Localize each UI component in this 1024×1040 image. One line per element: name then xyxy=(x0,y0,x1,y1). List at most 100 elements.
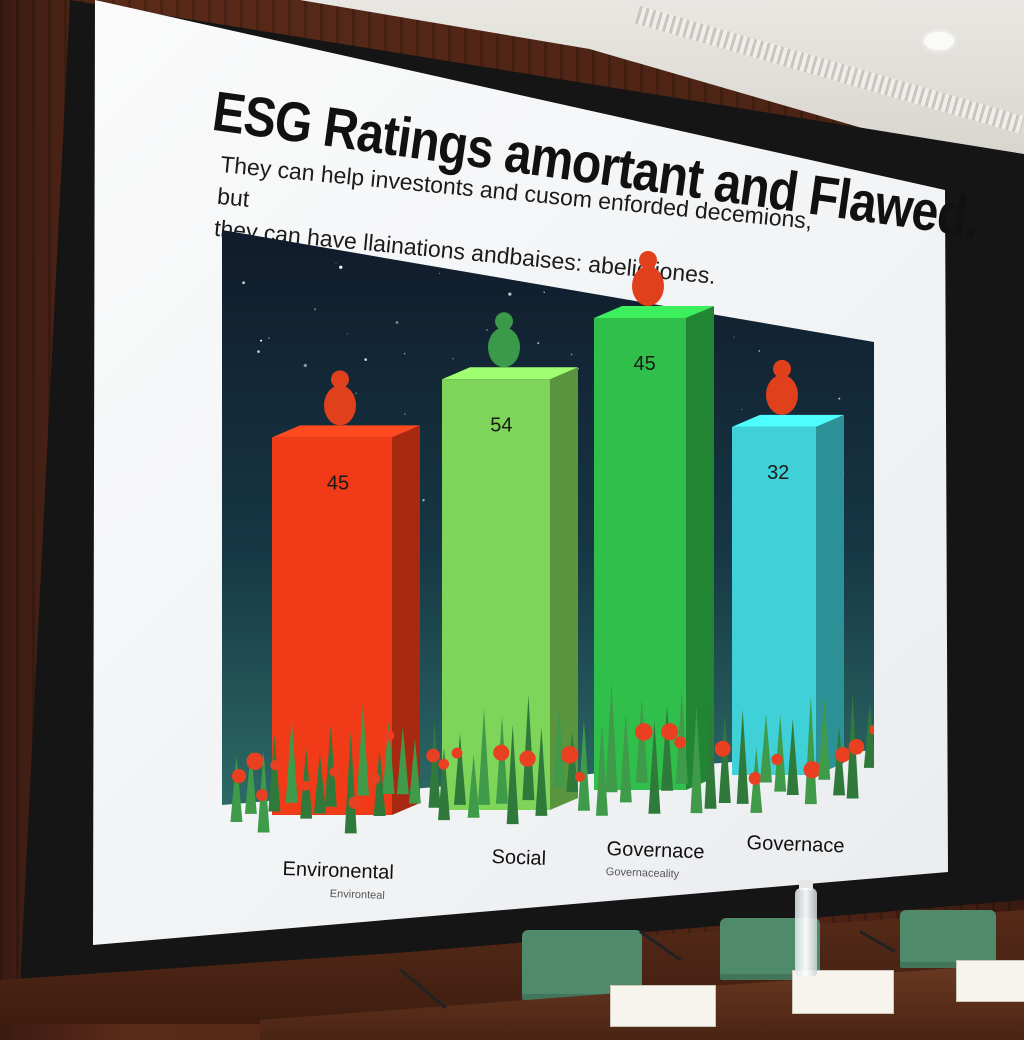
leaf xyxy=(786,718,799,796)
leaf xyxy=(382,721,395,794)
star xyxy=(395,321,399,324)
water-bottle xyxy=(795,888,817,976)
bar-front xyxy=(594,318,686,790)
leaf xyxy=(619,711,632,803)
bar-top xyxy=(594,306,714,318)
bar-top xyxy=(732,414,844,427)
flower xyxy=(674,736,687,749)
leaf xyxy=(535,727,548,816)
bar-side xyxy=(550,367,578,810)
star xyxy=(543,291,545,293)
star xyxy=(257,350,260,353)
leaf xyxy=(760,714,773,783)
figure-head xyxy=(495,312,513,331)
flower xyxy=(771,753,783,766)
leaf xyxy=(818,695,831,780)
bar-side xyxy=(686,306,714,790)
flower xyxy=(848,738,865,755)
flower xyxy=(635,723,653,741)
ceiling-light xyxy=(924,32,954,50)
star xyxy=(364,358,367,361)
leaf xyxy=(577,719,590,811)
star xyxy=(403,352,406,355)
star xyxy=(439,272,441,274)
star xyxy=(335,262,337,264)
leaf xyxy=(648,720,661,814)
flower xyxy=(661,723,679,741)
category-sublabel: Governaceality xyxy=(605,866,680,881)
star xyxy=(537,342,540,345)
bar-value-label: 45 xyxy=(633,353,655,375)
figure-body xyxy=(488,327,520,368)
star xyxy=(452,358,454,360)
leaf xyxy=(661,705,674,791)
star xyxy=(570,353,573,356)
figure-body xyxy=(766,374,798,415)
leaf xyxy=(438,747,451,821)
star xyxy=(758,350,761,352)
chart-svg: 45 54 45 32 xyxy=(222,230,874,834)
leaf xyxy=(553,704,566,787)
leaf xyxy=(230,755,243,822)
bar-value-label: 32 xyxy=(767,462,789,484)
bar-top xyxy=(272,425,420,438)
leaf xyxy=(690,705,703,814)
leaf xyxy=(704,699,717,809)
flower xyxy=(560,746,579,764)
leaf xyxy=(244,749,257,814)
leaf xyxy=(428,721,441,808)
figure-body xyxy=(632,266,664,306)
flower xyxy=(748,772,762,785)
leaf xyxy=(268,734,281,812)
star xyxy=(404,413,406,415)
nameplate xyxy=(610,985,716,1027)
flower xyxy=(451,747,463,759)
leaf xyxy=(285,718,298,803)
flower xyxy=(426,748,440,763)
star xyxy=(582,288,584,291)
star xyxy=(733,336,735,338)
star xyxy=(268,337,270,339)
star xyxy=(314,308,316,311)
leaf xyxy=(478,708,491,805)
bar-side xyxy=(816,414,844,775)
bar-value-label: 45 xyxy=(327,472,349,494)
flower xyxy=(803,761,821,779)
flower xyxy=(493,744,510,761)
bar-value-label: 54 xyxy=(490,414,512,436)
leaf xyxy=(453,733,466,805)
star xyxy=(741,408,743,411)
bottle-cap xyxy=(799,880,813,890)
bar-side xyxy=(392,425,420,815)
leaf xyxy=(324,725,337,807)
bar-top xyxy=(442,367,578,380)
leaf xyxy=(522,694,535,801)
star xyxy=(346,333,348,335)
flower xyxy=(329,766,340,777)
flower xyxy=(246,752,264,771)
leaf xyxy=(396,727,409,795)
figure-head xyxy=(773,359,791,378)
chair xyxy=(900,910,996,968)
leaf xyxy=(718,715,731,804)
flower xyxy=(270,760,281,771)
star xyxy=(508,292,512,296)
flower xyxy=(714,740,731,757)
figure-head xyxy=(331,370,349,389)
category-label: Governace xyxy=(606,838,705,864)
leaf xyxy=(408,738,421,804)
flower xyxy=(438,758,450,770)
bar-3: 45 xyxy=(594,251,714,790)
category-label: Environental xyxy=(282,858,395,884)
leaf xyxy=(467,754,480,818)
bar-1: 45 xyxy=(272,370,420,815)
figure-head xyxy=(639,251,657,269)
leaf xyxy=(373,748,386,816)
leaf xyxy=(774,714,787,792)
star xyxy=(355,392,357,395)
flower xyxy=(835,747,851,763)
bar-2: 54 xyxy=(442,312,578,810)
leaf xyxy=(605,682,618,793)
nameplate xyxy=(792,970,894,1014)
bar-4: 32 xyxy=(732,359,844,775)
